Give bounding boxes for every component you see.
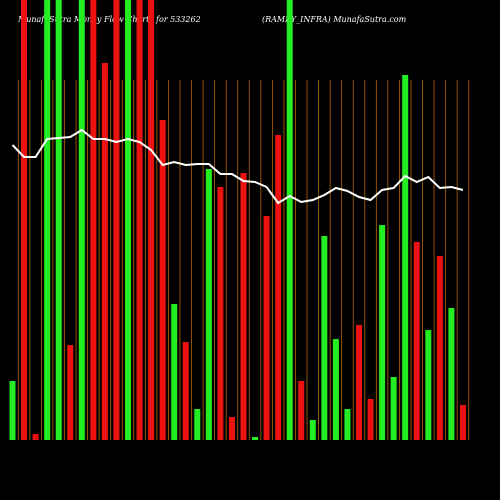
bar [275, 135, 282, 440]
bar [44, 0, 51, 440]
bar [286, 0, 293, 440]
bar [101, 63, 108, 440]
bar [298, 381, 305, 440]
bar [171, 304, 178, 440]
bar [436, 256, 443, 440]
bar [228, 417, 235, 440]
bar [367, 399, 374, 440]
bar [459, 405, 466, 440]
bar [356, 325, 362, 440]
bar [390, 377, 397, 440]
bar [113, 0, 120, 440]
bar [344, 409, 351, 440]
bar [90, 0, 97, 440]
bar [125, 0, 131, 440]
chart-title: MunafaSutra Money Flow Charts for 533262 [17, 15, 201, 24]
bar [136, 0, 143, 440]
bar [309, 420, 316, 440]
bar [194, 409, 201, 440]
bar [55, 0, 62, 440]
bar [379, 225, 386, 440]
bar [252, 437, 259, 440]
bar [402, 75, 409, 440]
bar [332, 339, 339, 440]
bar [9, 381, 16, 440]
bar [425, 330, 432, 440]
bar [182, 342, 189, 440]
bar [78, 0, 85, 440]
bar [263, 216, 270, 440]
bar [321, 236, 328, 440]
bar [413, 242, 420, 440]
bar [148, 0, 155, 440]
bar [159, 120, 166, 440]
chart-subtitle: (RAMKY_INFRA) MunafaSutra.com [262, 15, 407, 24]
bar [21, 0, 28, 440]
bar [240, 173, 247, 440]
bar [32, 434, 39, 440]
bar [217, 187, 224, 440]
bar [205, 169, 212, 440]
bar [448, 308, 455, 440]
money-flow-line [11, 128, 464, 205]
bar [67, 345, 74, 440]
